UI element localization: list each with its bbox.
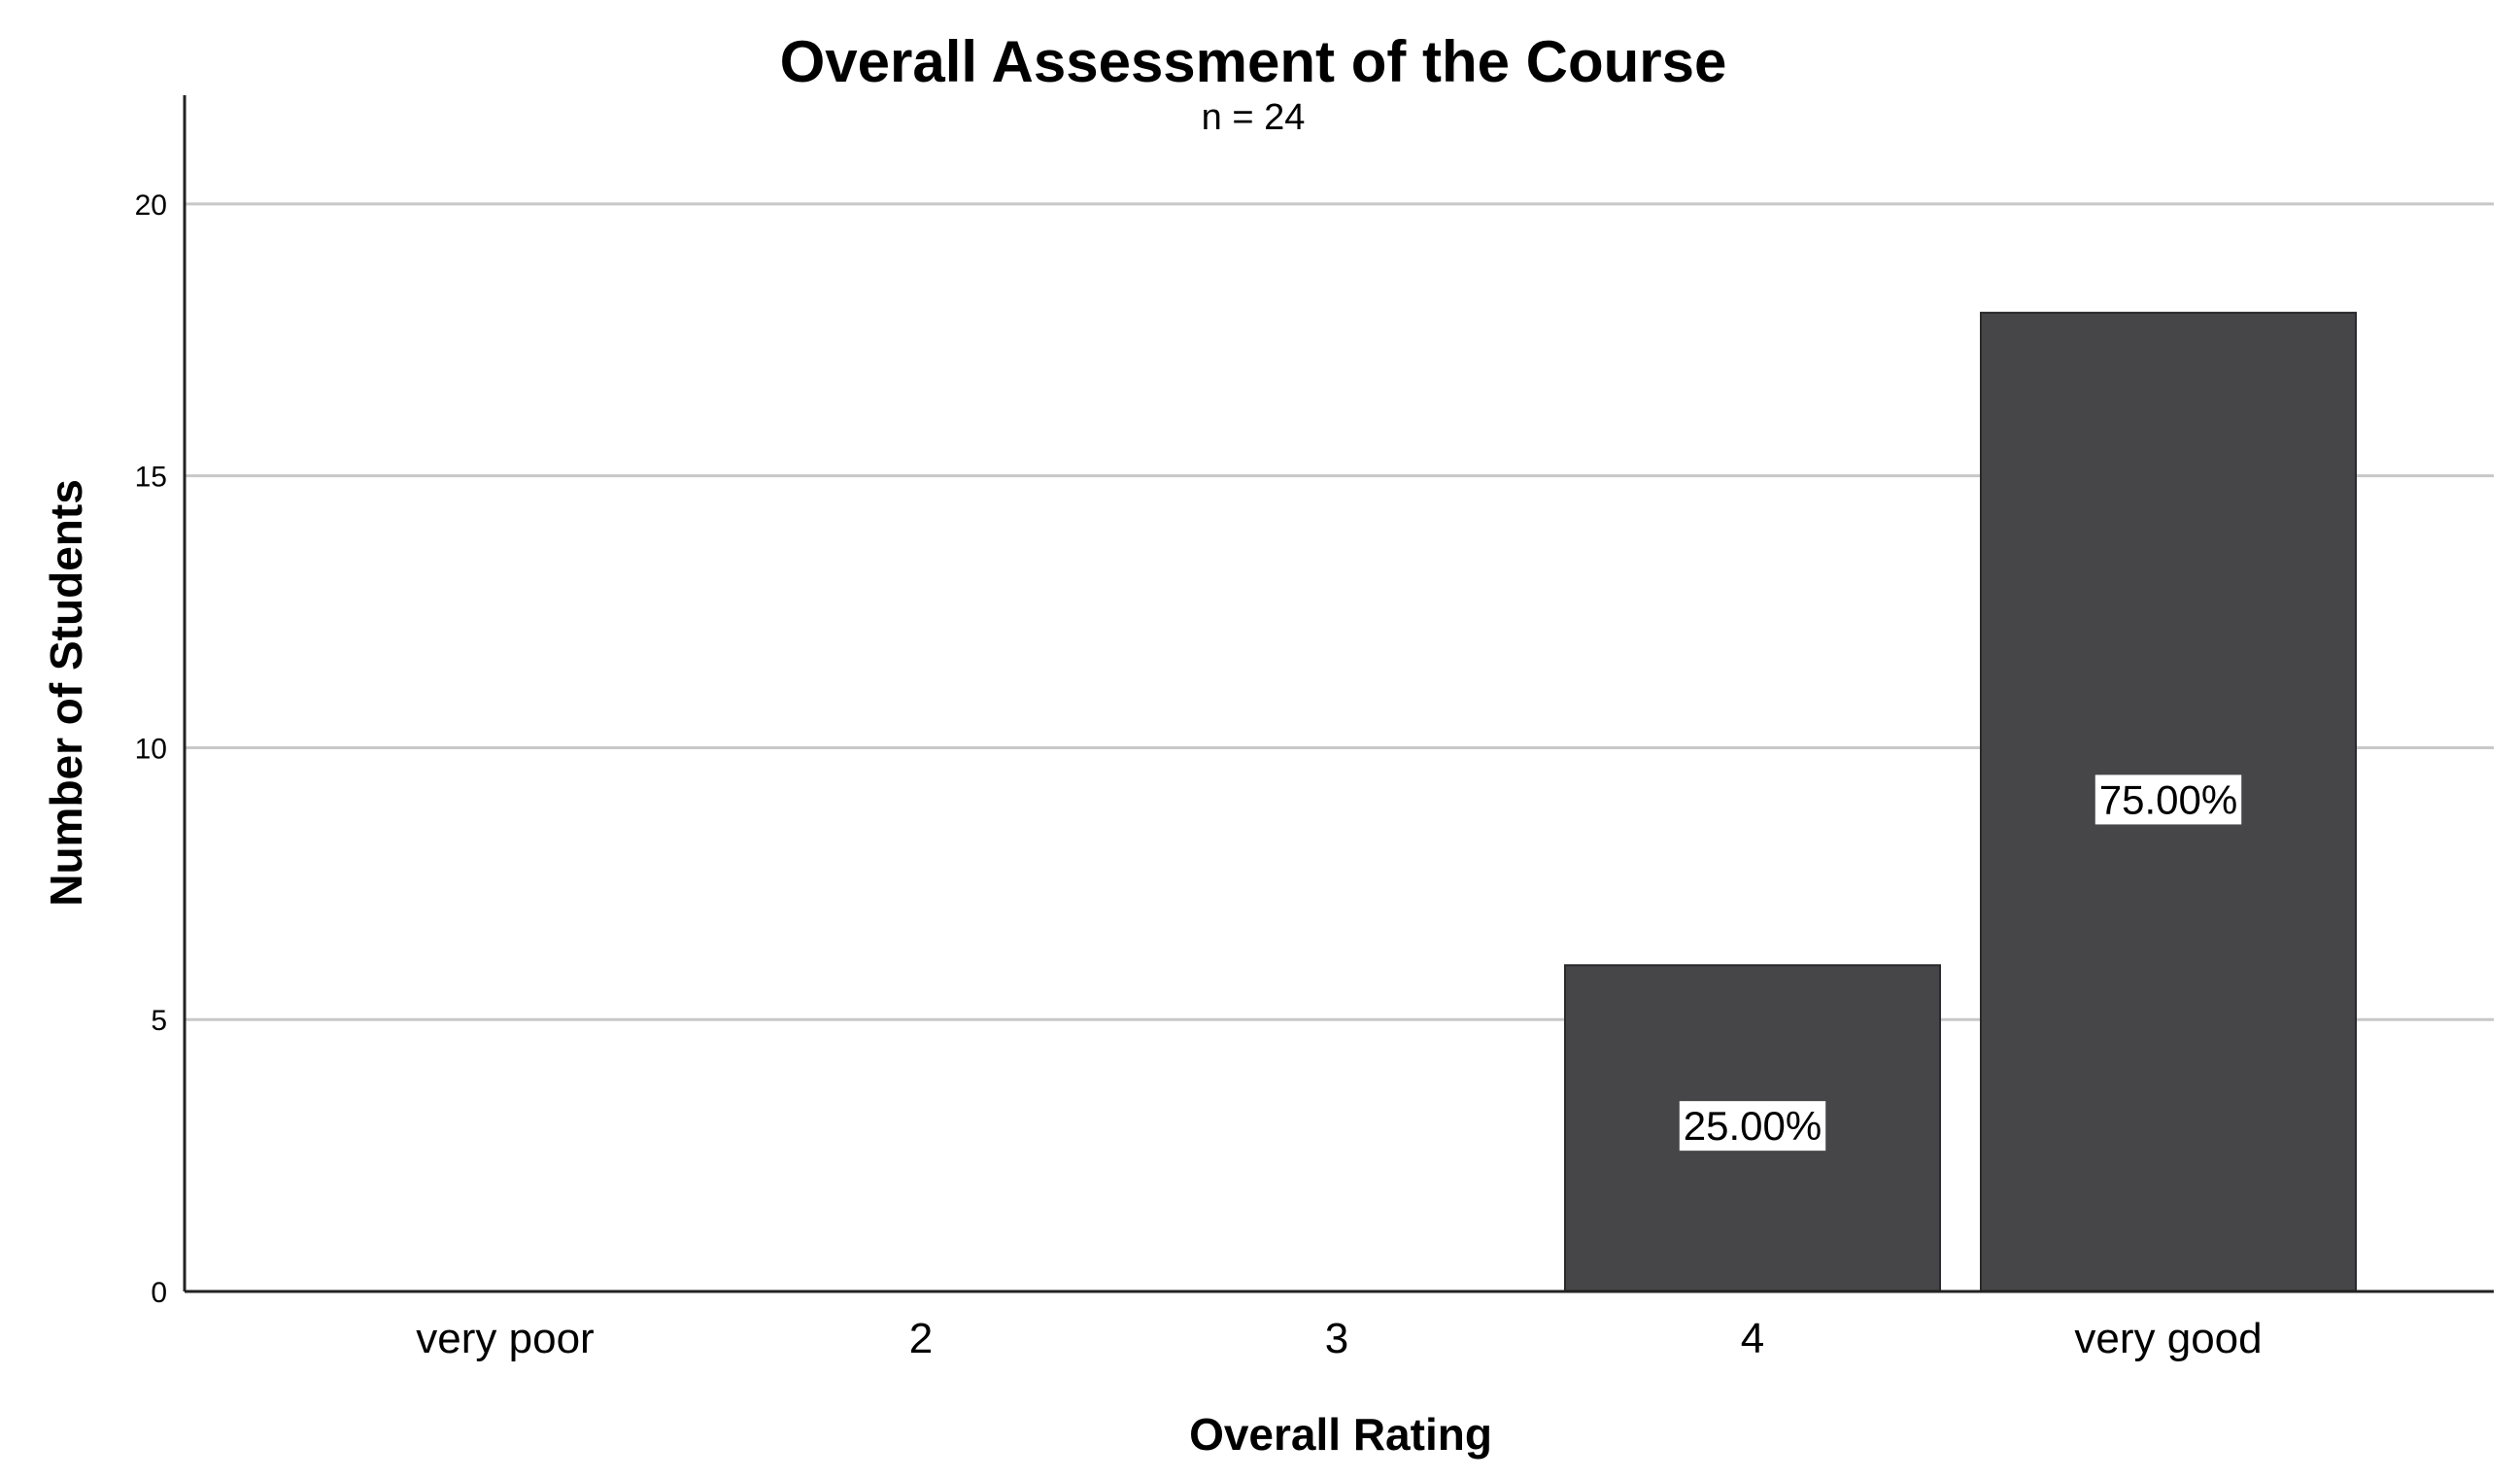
y-axis-label: Number of Students: [41, 479, 91, 907]
data-labels: 25.00% 75.00%: [1679, 774, 2242, 1152]
x-tick-label: 2: [909, 1315, 933, 1362]
data-label: 25.00%: [1679, 1101, 1826, 1152]
tick-labels: 0 5 10 15 20 very poor 2 3 4 very good: [135, 189, 2263, 1362]
y-tick-label: 5: [151, 1005, 167, 1037]
x-tick-label: very poor: [416, 1315, 594, 1362]
chart-title: Overall Assessment of the Course: [780, 29, 1727, 94]
y-tick-label: 15: [135, 462, 167, 494]
y-tick-label: 20: [135, 189, 167, 222]
axes: [183, 95, 2494, 1293]
x-axis-label: Overall Rating: [1189, 1409, 1492, 1460]
data-label: 75.00%: [2094, 774, 2242, 825]
y-tick-label: 10: [135, 733, 167, 765]
chart-subtitle: n = 24: [1202, 97, 1306, 138]
x-tick-label: 4: [1741, 1315, 1764, 1362]
data-label-background: [2094, 774, 2242, 825]
data-label-text: 25.00%: [1684, 1103, 1822, 1149]
y-tick-label: 0: [151, 1277, 167, 1309]
data-label-background: [1679, 1101, 1826, 1152]
x-tick-label: very good: [2074, 1315, 2262, 1362]
x-tick-label: 3: [1325, 1315, 1348, 1362]
data-label-text: 75.00%: [2099, 776, 2237, 822]
